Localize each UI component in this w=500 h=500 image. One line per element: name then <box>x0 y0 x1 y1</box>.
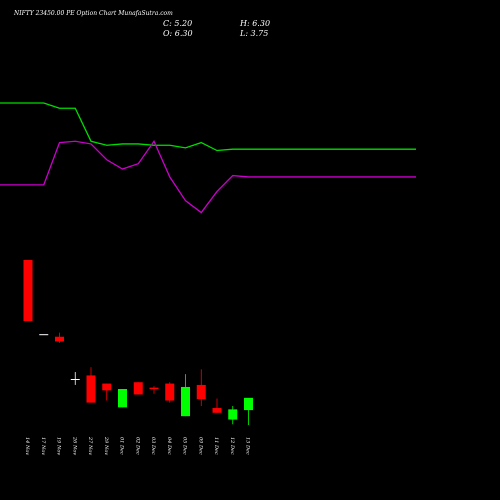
x-tick-label: 19 Nov <box>56 437 62 455</box>
high-value: H: 6.30 <box>240 19 271 28</box>
candle-body <box>228 409 238 420</box>
candle-body <box>118 389 127 408</box>
x-tick-label: 04 Dec <box>166 437 172 455</box>
candle-body <box>55 336 64 342</box>
green-line <box>0 102 416 152</box>
x-tick-label: 27 Nov <box>87 436 93 455</box>
candle-body <box>102 383 112 391</box>
x-tick-label: 11 Dec <box>213 437 219 455</box>
candle-body <box>244 397 253 411</box>
magenta-line <box>0 139 416 214</box>
candle-body <box>181 386 190 417</box>
open-value: O: 6.30 <box>163 29 193 38</box>
x-tick-label: 29 Nov <box>103 436 109 455</box>
x-tick-label: 09 Dec <box>197 437 203 455</box>
x-tick-label: 13 Dec <box>245 437 251 455</box>
candle-body <box>23 260 33 322</box>
chart-title: NIFTY 23450.00 PE Option Chart MunafaSut… <box>14 10 173 17</box>
close-value: C: 5.20 <box>163 19 193 28</box>
x-tick-label: 26 Nov <box>71 436 77 455</box>
low-value: L: 3.75 <box>240 29 269 38</box>
candle-body <box>149 387 159 390</box>
x-tick-label: 02 Dec <box>134 437 140 455</box>
candle-body <box>133 382 143 395</box>
x-tick-label: 05 Dec <box>182 437 188 455</box>
candle-body <box>196 384 206 400</box>
candle-body <box>212 408 222 413</box>
candle-body <box>165 383 175 401</box>
x-tick-label: 14 Nov <box>24 437 30 455</box>
x-tick-label: 17 Nov <box>40 437 46 455</box>
x-tick-label: 12 Dec <box>229 437 235 455</box>
x-tick-label: 01 Dec <box>119 437 125 455</box>
candle-body <box>86 375 96 403</box>
x-tick-label: 03 Dec <box>150 437 156 455</box>
